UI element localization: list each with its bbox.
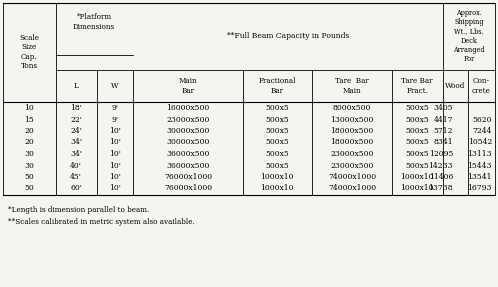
Text: 15443: 15443 [468,162,492,170]
Text: 7244: 7244 [473,127,492,135]
Text: Scale
Size
Cap.
Tons: Scale Size Cap. Tons [19,34,39,70]
Text: 16793: 16793 [468,185,492,193]
Text: 76000x1000: 76000x1000 [164,185,212,193]
Text: Con-
crete: Con- crete [472,77,491,95]
Text: 500x5: 500x5 [265,104,289,112]
Text: 500x5: 500x5 [265,127,289,135]
Text: 20: 20 [24,127,34,135]
Text: *Platform
Dimensions: *Platform Dimensions [73,13,115,31]
Text: 45': 45' [70,173,82,181]
Text: 30: 30 [24,150,34,158]
Text: Fractional
Bar: Fractional Bar [258,77,296,95]
Text: **Scales calibrated in metric system also available.: **Scales calibrated in metric system als… [8,218,195,226]
Text: 50: 50 [24,185,34,193]
Text: Approx.
Shipping
Wt., Lbs.
Deck
Arranged
For: Approx. Shipping Wt., Lbs. Deck Arranged… [453,9,485,63]
Text: 9': 9' [112,115,119,123]
Text: Tare  Bar
Main: Tare Bar Main [335,77,369,95]
Text: 30000x500: 30000x500 [166,127,210,135]
Text: 500x5: 500x5 [405,127,429,135]
Text: 14233: 14233 [428,162,453,170]
Text: 10': 10' [109,139,121,146]
Text: 5712: 5712 [433,127,453,135]
Text: 10': 10' [109,150,121,158]
Text: 3405: 3405 [433,104,453,112]
Text: 10': 10' [109,185,121,193]
Text: 1000x10: 1000x10 [260,173,294,181]
Text: 500x5: 500x5 [265,115,289,123]
Text: 11406: 11406 [429,173,453,181]
Text: 10': 10' [109,127,121,135]
Text: 500x5: 500x5 [405,139,429,146]
Text: 12095: 12095 [429,150,453,158]
Text: 500x5: 500x5 [265,150,289,158]
Text: 13541: 13541 [468,173,492,181]
Text: 18': 18' [70,104,82,112]
Text: 23000x500: 23000x500 [166,115,210,123]
Text: 30000x500: 30000x500 [166,139,210,146]
Text: 30: 30 [24,162,34,170]
Text: 18000x500: 18000x500 [330,139,374,146]
Text: 10: 10 [24,104,34,112]
Text: 13738: 13738 [428,185,453,193]
Text: 22': 22' [70,115,82,123]
Text: L: L [74,82,79,90]
Text: 10542: 10542 [468,139,492,146]
Text: 1000x10: 1000x10 [400,185,434,193]
Text: 500x5: 500x5 [405,162,429,170]
Text: 20: 20 [24,139,34,146]
Text: 24': 24' [70,127,82,135]
Text: 13000x500: 13000x500 [330,115,374,123]
Text: 1000x10: 1000x10 [260,185,294,193]
Text: W: W [111,82,119,90]
Text: 13113: 13113 [468,150,492,158]
Text: 5620: 5620 [473,115,492,123]
Text: 8000x500: 8000x500 [333,104,371,112]
Text: 40': 40' [70,162,82,170]
Text: 500x5: 500x5 [405,115,429,123]
Text: 500x5: 500x5 [265,162,289,170]
Text: 15: 15 [24,115,34,123]
Text: 50: 50 [24,173,34,181]
Text: 16000x500: 16000x500 [166,104,210,112]
Text: 500x5: 500x5 [405,104,429,112]
Text: 36000x500: 36000x500 [166,150,210,158]
Text: Tare Bar
Fract.: Tare Bar Fract. [401,77,433,95]
Text: 74000x1000: 74000x1000 [328,173,376,181]
Text: 1000x10: 1000x10 [400,173,434,181]
Text: *Length is dimension parallel to beam.: *Length is dimension parallel to beam. [8,206,149,214]
Text: 60': 60' [70,185,82,193]
Text: 9': 9' [112,104,119,112]
Text: 23000x500: 23000x500 [330,150,374,158]
Text: 74000x1000: 74000x1000 [328,185,376,193]
Text: **Full Beam Capacity in Pounds: **Full Beam Capacity in Pounds [227,32,349,40]
Text: 500x5: 500x5 [405,150,429,158]
Text: 500x5: 500x5 [265,139,289,146]
Text: 10': 10' [109,173,121,181]
Text: 18000x500: 18000x500 [330,127,374,135]
Text: 76000x1000: 76000x1000 [164,173,212,181]
Text: 34': 34' [70,150,82,158]
Text: 8341: 8341 [433,139,453,146]
Text: 23000x500: 23000x500 [330,162,374,170]
Text: Wood: Wood [445,82,465,90]
Text: 4417: 4417 [433,115,453,123]
Text: 34': 34' [70,139,82,146]
Text: 36000x500: 36000x500 [166,162,210,170]
Text: Main
Bar: Main Bar [179,77,197,95]
Text: 10': 10' [109,162,121,170]
